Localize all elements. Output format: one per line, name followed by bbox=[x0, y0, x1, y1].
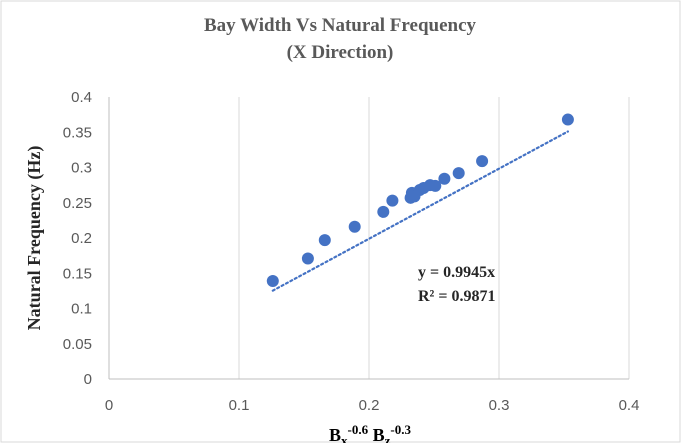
x-axis-label-part: B bbox=[368, 425, 385, 443]
chart-title-line-2: (X Direction) bbox=[287, 42, 394, 63]
data-point bbox=[438, 172, 451, 185]
x-tick-label: 0 bbox=[105, 397, 113, 414]
x-axis-label-part: x bbox=[341, 433, 348, 443]
x-axis-label: Bx-0.6 Bz-0.3 bbox=[329, 422, 411, 443]
y-tick-label: 0.15 bbox=[63, 265, 92, 282]
data-point bbox=[429, 179, 442, 192]
y-tick-label: 0.4 bbox=[71, 89, 92, 106]
trendline-layer bbox=[271, 130, 570, 292]
data-point bbox=[476, 155, 489, 168]
x-tick-label: 0.1 bbox=[229, 397, 250, 414]
data-point bbox=[561, 113, 574, 126]
y-axis-label: Natural Frequency (Hz) bbox=[24, 146, 45, 331]
x-tick-label: 0.2 bbox=[359, 397, 380, 414]
data-point bbox=[348, 220, 361, 233]
x-tick-label: 0.4 bbox=[619, 397, 640, 414]
y-tick-label: 0.3 bbox=[71, 160, 92, 177]
y-tick-label: 0.35 bbox=[63, 124, 92, 141]
x-tick-label: 0.3 bbox=[489, 397, 510, 414]
trendline bbox=[271, 130, 570, 292]
data-point bbox=[452, 167, 465, 180]
chart-title-line-1: Bay Width Vs Natural Frequency bbox=[204, 15, 477, 36]
data-points bbox=[266, 113, 574, 288]
y-tick-label: 0.1 bbox=[71, 301, 92, 318]
x-axis-label-part: -0.6 bbox=[348, 422, 369, 437]
gridlines bbox=[238, 97, 630, 379]
data-point bbox=[301, 252, 314, 265]
data-point bbox=[318, 234, 331, 247]
y-tick-label: 0.2 bbox=[71, 230, 92, 247]
y-tick-label: 0.25 bbox=[63, 195, 92, 212]
x-axis-label-part: B bbox=[329, 425, 341, 443]
trendline-equation: y = 0.9945x bbox=[418, 264, 495, 281]
trendline-r-squared: R² = 0.9871 bbox=[418, 288, 495, 305]
x-axis-label-part: z bbox=[385, 433, 391, 443]
data-point bbox=[377, 205, 390, 218]
y-tick-label: 0 bbox=[84, 371, 92, 388]
x-axis-label-part: -0.3 bbox=[390, 422, 411, 437]
tick-labels: 0 0.05 0.1 0.15 0.2 0.25 0.3 0.35 0.4 0 0.1 0.2 0.3 0… bbox=[63, 89, 640, 414]
data-point bbox=[386, 194, 399, 207]
data-point bbox=[266, 275, 279, 288]
axes bbox=[108, 97, 629, 380]
y-tick-label: 0.05 bbox=[63, 336, 92, 353]
